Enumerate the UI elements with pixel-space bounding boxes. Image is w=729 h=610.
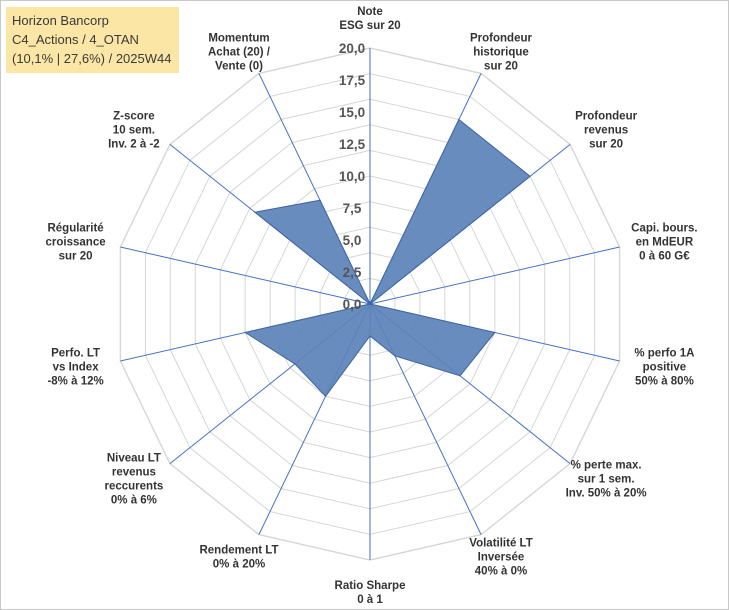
series-area xyxy=(243,118,531,398)
radar-axis-labels: Note ESG sur 20 Profondeur historique sur 20… xyxy=(46,6,698,606)
tick-label: 2,5 xyxy=(343,265,362,280)
axis-label-line: Z-score xyxy=(113,110,155,122)
series-point xyxy=(319,199,321,201)
chart-title-box: Horizon Bancorp C4_Actions / 4_OTAN (10,… xyxy=(6,7,180,73)
tick-label: 0,0 xyxy=(343,297,362,312)
axis-label-line: Profondeur xyxy=(575,110,637,122)
radar-tick-labels: 0,0 2,5 5,0 7,5 10,0 12,5 15,0 17,5 20,0 xyxy=(339,41,366,312)
axis-label-line: Vente (0) xyxy=(215,61,263,73)
axis-label-line: revenus xyxy=(584,124,628,136)
tick-label: 17,5 xyxy=(339,73,366,88)
axis-label-line: sur 1 sem. xyxy=(578,474,635,486)
axis-label-line: sur 20 xyxy=(589,138,623,150)
series-point xyxy=(494,331,496,334)
axis-label-line: Inv. 2 à -2 xyxy=(108,138,160,150)
axis-label-line: Perfo. LT xyxy=(51,347,100,359)
chart-title-line-3: (10,1% | 27,6%) / 2025W44 xyxy=(12,51,172,66)
axis-label-line: Ratio Sharpe xyxy=(335,580,406,592)
axis-label: % perfo 1A positive 50% à 80% xyxy=(634,347,694,387)
axis-label-line: Régularité xyxy=(47,223,103,235)
series-point xyxy=(294,363,296,365)
axis-label: Volatilité LT Inversée 40% à 0% xyxy=(469,537,532,577)
axis-label: Momentum Achat (20) / Vente (0) xyxy=(208,33,271,73)
axis-label-line: sur 20 xyxy=(59,251,93,263)
axis-label-line: 0% à 20% xyxy=(213,558,265,570)
axis-label-line: revenus xyxy=(112,467,156,479)
axis-label-line: 0 à 60 G€ xyxy=(639,251,690,263)
series-point xyxy=(458,118,460,121)
axis-label-line: -8% à 12% xyxy=(47,375,103,387)
axis-label: Ratio Sharpe 0 à 1 xyxy=(335,580,406,606)
axis-label-line: ESG sur 20 xyxy=(339,20,400,32)
tick-label: 15,0 xyxy=(339,105,365,120)
series-point xyxy=(325,395,327,397)
axis-label-line: reccurents xyxy=(104,481,163,493)
axis-label-line: croissance xyxy=(46,237,106,249)
axis-label-line: 0% à 6% xyxy=(111,495,157,507)
chart-title-line-1: Horizon Bancorp xyxy=(12,13,109,28)
radar-spoke xyxy=(369,246,620,305)
axis-label-line: Inversée xyxy=(478,551,525,563)
axis-label-line: historique xyxy=(473,47,529,59)
axis-label-line: vs Index xyxy=(53,361,100,373)
tick-label: 10,0 xyxy=(339,169,365,184)
axis-label-line: Inv. 50% à 20% xyxy=(566,488,647,500)
axis-label-line: positive xyxy=(643,361,686,373)
axis-label-line: Profondeur xyxy=(470,33,532,45)
series-point xyxy=(244,331,246,334)
axis-label-line: 50% à 80% xyxy=(635,375,694,387)
axis-label-line: 10 sem. xyxy=(113,124,155,136)
axis-label: Note ESG sur 20 xyxy=(339,6,400,32)
series-point xyxy=(459,375,461,377)
axis-label-line: 0 à 1 xyxy=(357,594,383,606)
tick-label: 7,5 xyxy=(343,201,362,216)
axis-label: Niveau LT revenus reccurents 0% à 6% xyxy=(104,453,163,507)
axis-label: Capi. bours. en MdEUR 0 à 60 G€ xyxy=(631,223,697,263)
axis-label-line: Achat (20) / xyxy=(208,47,271,59)
tick-label: 5,0 xyxy=(343,233,362,248)
tick-label: 12,5 xyxy=(339,137,366,152)
axis-label: % perte max. sur 1 sem. Inv. 50% à 20% xyxy=(566,460,647,500)
axis-label-line: Momentum xyxy=(208,33,269,45)
series-point xyxy=(369,303,371,305)
axis-label: Rendement LT 0% à 20% xyxy=(199,544,278,570)
axis-label: Z-score 10 sem. Inv. 2 à -2 xyxy=(108,110,160,150)
axis-label-line: sur 20 xyxy=(484,61,518,73)
axis-label: Profondeur historique sur 20 xyxy=(470,33,532,73)
series-point xyxy=(394,355,396,357)
axis-label: Perfo. LT vs Index -8% à 12% xyxy=(47,347,103,387)
chart-title-line-2: C4_Actions / 4_OTAN xyxy=(12,32,139,47)
axis-label-line: Note xyxy=(357,6,383,18)
axis-label: Régularité croissance sur 20 xyxy=(46,223,106,263)
axis-label: Profondeur revenus sur 20 xyxy=(575,110,637,150)
axis-label-line: Rendement LT xyxy=(199,544,278,556)
axis-label-line: Niveau LT xyxy=(107,453,161,465)
axis-label-line: Capi. bours. xyxy=(631,223,697,235)
axis-label-line: % perfo 1A xyxy=(634,347,694,359)
axis-label-line: % perte max. xyxy=(571,460,642,472)
radar-series xyxy=(243,118,531,398)
radar-spoke xyxy=(120,246,371,305)
series-point xyxy=(254,211,256,213)
axis-label-line: en MdEUR xyxy=(636,237,694,249)
series-point xyxy=(369,335,371,337)
series-point xyxy=(529,175,531,177)
tick-label: 20,0 xyxy=(339,41,365,56)
axis-label-line: Volatilité LT xyxy=(469,537,532,549)
axis-label-line: 40% à 0% xyxy=(475,565,527,577)
